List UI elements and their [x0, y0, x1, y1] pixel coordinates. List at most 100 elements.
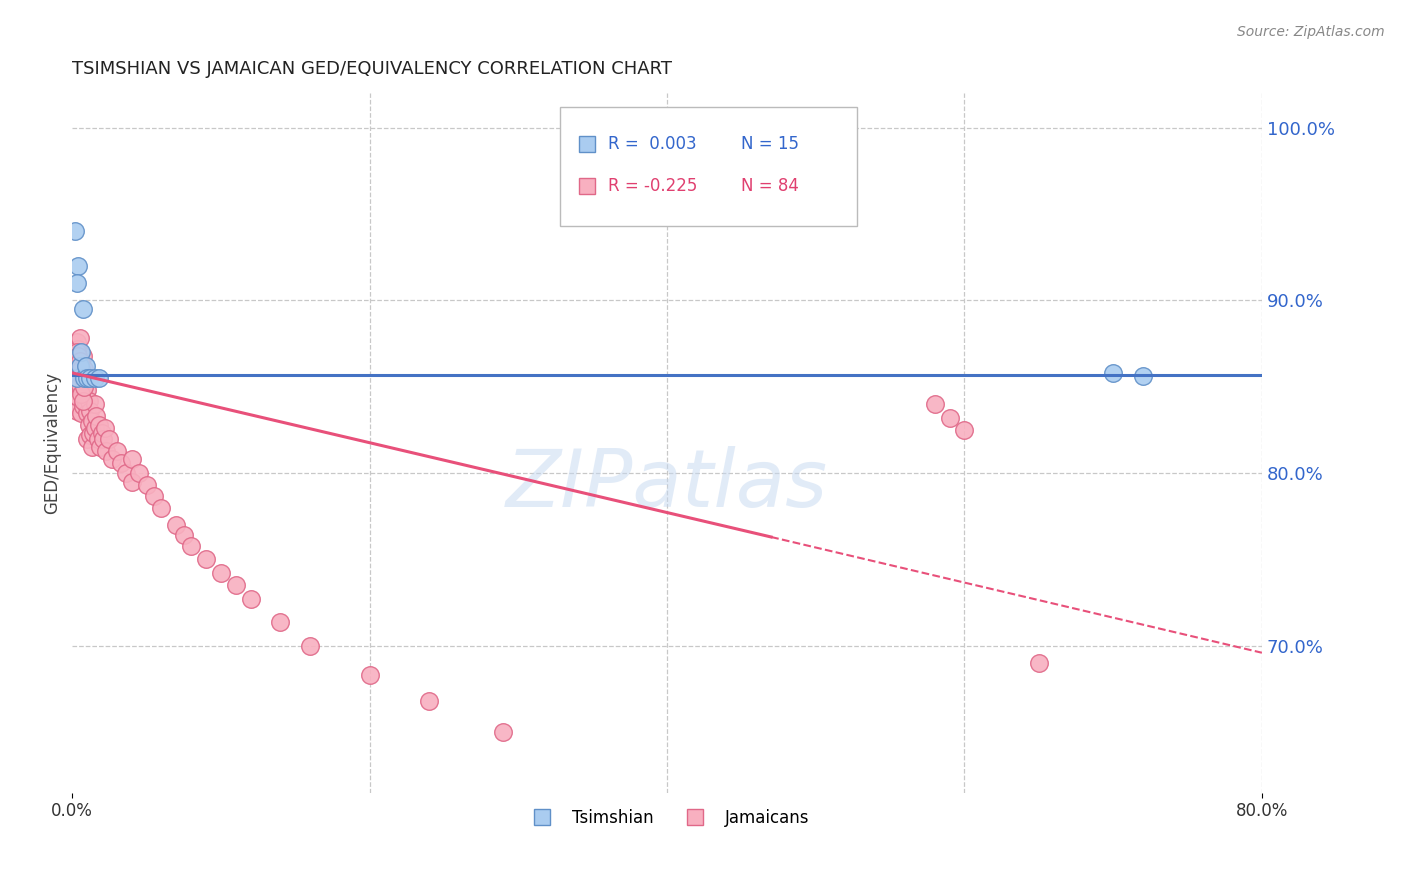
- Point: [70, 386, 93, 401]
- Y-axis label: GED/Equivalency: GED/Equivalency: [44, 372, 60, 514]
- Point: [76, 432, 98, 446]
- Point: [1132, 369, 1154, 384]
- Point: [72, 373, 94, 387]
- Point: [77, 393, 100, 408]
- Point: [121, 475, 143, 489]
- Point: [209, 566, 232, 581]
- Point: [938, 410, 960, 425]
- Point: [79, 404, 101, 418]
- Point: [70, 380, 93, 394]
- Point: [75, 359, 97, 373]
- Point: [66, 380, 89, 394]
- Point: [70, 406, 93, 420]
- Point: [67, 366, 90, 380]
- Point: [626, 186, 648, 201]
- Point: [72, 393, 94, 408]
- Point: [69, 359, 91, 373]
- Point: [83, 371, 105, 385]
- Point: [924, 397, 946, 411]
- Point: [121, 452, 143, 467]
- Point: [70, 357, 93, 371]
- Text: R = -0.225: R = -0.225: [607, 178, 697, 195]
- Point: [73, 362, 96, 376]
- Point: [66, 404, 89, 418]
- Point: [269, 615, 291, 629]
- Point: [79, 371, 101, 385]
- Text: Source: ZipAtlas.com: Source: ZipAtlas.com: [1237, 25, 1385, 39]
- Point: [77, 417, 100, 432]
- Point: [67, 349, 90, 363]
- Point: [66, 345, 89, 359]
- Point: [73, 371, 96, 385]
- Point: [239, 592, 262, 607]
- Point: [76, 406, 98, 420]
- Point: [82, 426, 104, 441]
- Point: [135, 478, 157, 492]
- Point: [62, 371, 84, 385]
- Text: ZIPatlas: ZIPatlas: [506, 446, 828, 524]
- Point: [75, 373, 97, 387]
- Point: [225, 578, 247, 592]
- Point: [83, 421, 105, 435]
- Point: [63, 224, 86, 238]
- Point: [128, 466, 150, 480]
- Point: [89, 440, 111, 454]
- Point: [69, 381, 91, 395]
- Text: R =  0.003: R = 0.003: [607, 135, 696, 153]
- Point: [67, 371, 90, 385]
- Point: [72, 399, 94, 413]
- Point: [83, 397, 105, 411]
- Text: N = 15: N = 15: [741, 135, 799, 153]
- Point: [66, 369, 89, 384]
- Point: [492, 725, 515, 739]
- Text: TSIMSHIAN VS JAMAICAN GED/EQUIVALENCY CORRELATION CHART: TSIMSHIAN VS JAMAICAN GED/EQUIVALENCY CO…: [72, 60, 672, 78]
- Point: [1102, 366, 1125, 380]
- Point: [66, 334, 89, 349]
- Point: [143, 489, 166, 503]
- Point: [87, 371, 110, 385]
- Legend: Tsimshian, Jamaicans: Tsimshian, Jamaicans: [519, 802, 815, 833]
- Point: [96, 443, 118, 458]
- Point: [63, 397, 86, 411]
- Point: [87, 417, 110, 432]
- FancyBboxPatch shape: [560, 107, 858, 226]
- Point: [73, 388, 96, 402]
- Point: [150, 500, 173, 515]
- Point: [180, 539, 202, 553]
- Point: [76, 383, 98, 397]
- Point: [69, 331, 91, 345]
- Point: [195, 552, 218, 566]
- Point: [953, 423, 976, 437]
- Point: [73, 380, 96, 394]
- Point: [79, 428, 101, 442]
- Point: [80, 440, 103, 454]
- Point: [72, 301, 94, 316]
- Point: [114, 466, 136, 480]
- Point: [94, 421, 117, 435]
- Point: [76, 371, 98, 385]
- Point: [165, 517, 187, 532]
- Point: [70, 362, 93, 376]
- Point: [359, 668, 381, 682]
- Point: [66, 276, 89, 290]
- Point: [101, 452, 124, 467]
- Point: [69, 378, 91, 392]
- Point: [299, 639, 322, 653]
- Point: [69, 355, 91, 369]
- Point: [86, 432, 108, 446]
- Point: [62, 397, 84, 411]
- Point: [67, 390, 90, 404]
- Point: [72, 371, 94, 385]
- Point: [84, 409, 107, 423]
- Point: [173, 528, 195, 542]
- Point: [72, 349, 94, 363]
- Point: [1028, 656, 1050, 670]
- Point: [75, 397, 97, 411]
- Point: [70, 345, 93, 359]
- Point: [91, 426, 114, 441]
- Point: [69, 353, 91, 368]
- Text: N = 84: N = 84: [741, 178, 799, 195]
- Point: [98, 432, 121, 446]
- Point: [63, 371, 86, 385]
- Point: [66, 359, 89, 373]
